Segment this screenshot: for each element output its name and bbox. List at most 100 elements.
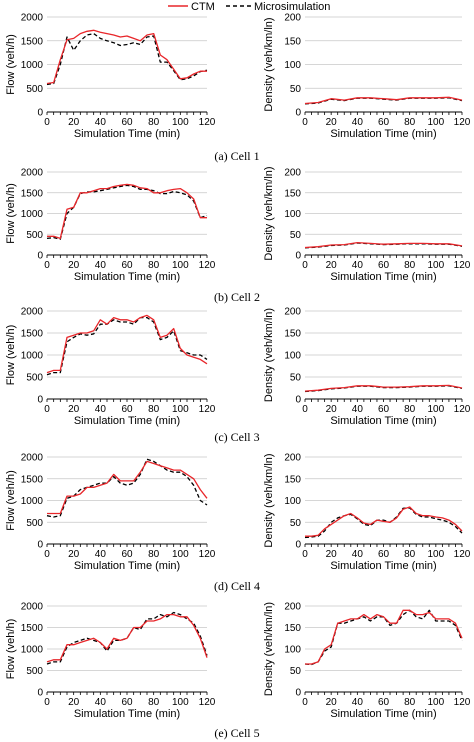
panel-4-y-tick-label: 100: [284, 209, 301, 220]
panel-10-x-tick-label: 20: [326, 697, 338, 708]
panel-10-x-tick-label: 40: [352, 697, 364, 708]
panel-6-ctm-line: [304, 384, 463, 392]
caption-cell-1: (a) Cell 1: [214, 149, 260, 163]
panel-10-x-tick-label: 0: [302, 697, 308, 708]
panel-5-x-tick-label: 120: [199, 404, 216, 415]
panel-8-x-tick-label: 0: [302, 549, 308, 560]
panel-10-x-tick-label: 100: [427, 697, 444, 708]
panel-1-y-axis-title: Flow (veh/h): [5, 34, 17, 95]
panel-4-x-tick-label: 40: [352, 260, 364, 271]
panel-7-x-axis-title: Simulation Time (min): [74, 560, 180, 572]
panel-7-x-tick-label: 0: [44, 549, 50, 560]
panel-6-x-tick-label: 120: [454, 404, 471, 415]
panel-7-microsimulation-line: [46, 458, 208, 518]
panel-5-y-tick-label: 1000: [21, 351, 44, 362]
panel-3-y-tick-label: 0: [37, 251, 43, 262]
panel-8-y-tick-label: 50: [290, 518, 302, 529]
panel-8-x-tick-label: 100: [427, 549, 444, 560]
panel-6-y-tick-label: 200: [284, 307, 301, 318]
panel-4-x-tick-label: 20: [326, 260, 338, 271]
panel-2-ctm-line: [304, 96, 463, 105]
panel-5-x-tick-label: 40: [95, 404, 107, 415]
panel-1-y-tick-label: 0: [37, 108, 43, 119]
panel-4-y-tick-label: 50: [290, 230, 302, 241]
panel-5-y-tick-label: 2000: [21, 307, 44, 318]
panel-10-ctm-line: [305, 609, 463, 665]
panel-2-y-tick-label: 0: [295, 108, 301, 119]
panel-8-x-tick-label: 80: [404, 549, 416, 560]
panel-1-x-tick-label: 80: [148, 117, 160, 128]
panel-2-y-tick-label: 50: [290, 84, 302, 95]
panel-1-x-tick-label: 0: [44, 117, 50, 128]
panel-6-x-tick-label: 20: [326, 404, 338, 415]
panel-8-y-axis-title: Density (veh/km/ln): [263, 453, 275, 547]
panel-9-y-tick-label: 2000: [21, 602, 44, 613]
panel-5-y-axis-title: Flow (veh/h): [5, 325, 17, 386]
panel-4-x-tick-label: 60: [378, 260, 390, 271]
panel-7-x-tick-label: 80: [148, 549, 160, 560]
panel-3-x-tick-label: 60: [121, 260, 133, 271]
panel-5-y-tick-label: 1500: [21, 329, 44, 340]
caption-cell-4: (d) Cell 4: [214, 579, 260, 593]
panel-5-x-tick-label: 100: [172, 404, 189, 415]
panel-4-x-tick-label: 100: [427, 260, 444, 271]
panel-9-y-tick-label: 1000: [21, 645, 44, 656]
panel-2-x-tick-label: 40: [352, 117, 364, 128]
panel-8-y-tick-label: 200: [284, 453, 301, 464]
panel-7-x-tick-label: 120: [199, 549, 216, 560]
panel-6-x-tick-label: 0: [302, 404, 308, 415]
legend-microsimulation-label: Microsimulation: [254, 1, 330, 13]
panel-1-x-tick-label: 120: [199, 117, 216, 128]
panel-4-x-tick-label: 80: [404, 260, 416, 271]
caption-cell-3: (c) Cell 3: [214, 430, 260, 444]
panel-7-y-axis-title: Flow (veh/h): [5, 470, 17, 531]
panel-8-y-tick-label: 150: [284, 474, 301, 485]
panel-3-y-axis-title: Flow (veh/h): [5, 183, 17, 244]
legend-ctm-label: CTM: [191, 1, 215, 13]
panel-9-ctm-line: [46, 613, 208, 663]
panel-9-x-tick-label: 40: [95, 697, 107, 708]
panel-3-x-tick-label: 40: [95, 260, 107, 271]
panel-6-x-tick-label: 80: [404, 404, 416, 415]
panel-2-x-tick-label: 20: [326, 117, 338, 128]
panel-5-x-tick-label: 0: [44, 404, 50, 415]
panel-9-y-axis-title: Flow (veh/h): [5, 619, 17, 680]
panel-6-y-tick-label: 150: [284, 329, 301, 340]
panel-1-ctm-line: [46, 29, 207, 85]
panel-7-y-tick-label: 1000: [21, 496, 44, 507]
panel-7-x-tick-label: 40: [95, 549, 107, 560]
panel-4-x-tick-label: 0: [302, 260, 308, 271]
legend: CTM Microsimulation: [168, 1, 330, 13]
panel-8-x-tick-label: 40: [352, 549, 364, 560]
panel-3-ctm-line: [47, 183, 207, 240]
panel-10-x-tick-label: 120: [454, 697, 471, 708]
panel-10-y-tick-label: 50: [290, 666, 302, 677]
panel-5-x-axis-title: Simulation Time (min): [74, 415, 180, 427]
panel-9-y-tick-label: 0: [37, 688, 43, 699]
panel-9-x-tick-label: 120: [199, 697, 216, 708]
panel-1-y-tick-label: 1500: [21, 36, 44, 47]
panel-8-ctm-line: [305, 506, 463, 537]
panel-2-x-tick-label: 60: [378, 117, 390, 128]
panel-2-y-axis-title: Density (veh/km/ln): [263, 17, 275, 111]
panel-7-y-tick-label: 1500: [21, 474, 44, 485]
panel-10-y-tick-label: 200: [284, 602, 301, 613]
panel-9-y-tick-label: 1500: [21, 623, 44, 634]
panel-4-y-tick-label: 200: [284, 168, 301, 179]
panel-10-y-tick-label: 0: [295, 688, 301, 699]
panel-1-x-tick-label: 100: [172, 117, 189, 128]
panel-2-y-tick-label: 100: [284, 60, 301, 71]
panel-2-x-tick-label: 100: [427, 117, 444, 128]
panel-9-y-tick-label: 500: [26, 666, 43, 677]
panel-4-y-axis-title: Density (veh/km/ln): [263, 166, 275, 260]
panel-8-x-tick-label: 20: [326, 549, 338, 560]
panel-2-x-tick-label: 80: [404, 117, 416, 128]
panel-9-x-tick-label: 80: [148, 697, 160, 708]
panel-3-y-tick-label: 2000: [21, 168, 44, 179]
panel-7-y-tick-label: 2000: [21, 453, 44, 464]
panel-6-x-tick-label: 60: [378, 404, 390, 415]
panel-3-x-tick-label: 0: [44, 260, 50, 271]
panel-3-x-axis-title: Simulation Time (min): [74, 271, 180, 283]
panel-8-x-axis-title: Simulation Time (min): [330, 560, 436, 572]
